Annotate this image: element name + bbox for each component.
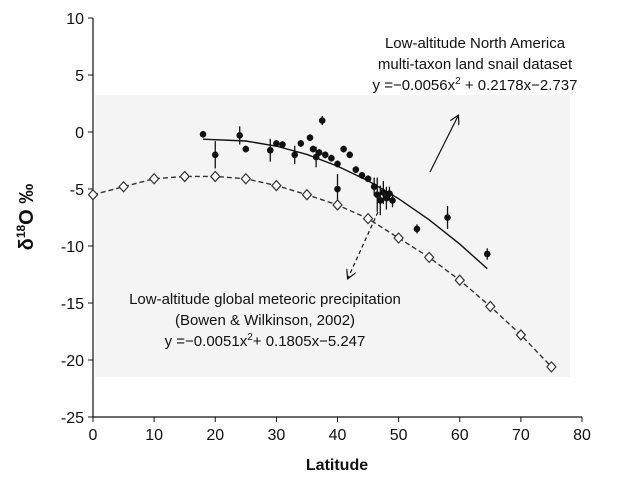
y-label-part: δ bbox=[16, 238, 38, 250]
data-point bbox=[444, 214, 451, 221]
data-point bbox=[291, 151, 299, 159]
annotation: multi-taxon land snail dataset bbox=[378, 56, 573, 73]
x-tick-label: 70 bbox=[512, 427, 530, 444]
data-point bbox=[515, 329, 527, 341]
annotation-sup: 2 bbox=[247, 332, 253, 343]
y-tick-label: -10 bbox=[61, 239, 84, 256]
y-label-part: O ‰ bbox=[16, 184, 38, 225]
data-point bbox=[199, 130, 207, 138]
annotation-sup: 2 bbox=[455, 76, 461, 87]
data-point bbox=[393, 232, 404, 244]
x-axis-label: Latitude bbox=[306, 457, 368, 474]
fit-line bbox=[202, 138, 488, 270]
data-point bbox=[179, 170, 190, 183]
x-tick-label: 10 bbox=[145, 427, 163, 444]
data-point bbox=[315, 149, 323, 156]
data-point bbox=[209, 170, 221, 183]
x-tick-label: 80 bbox=[573, 427, 591, 444]
annotation: y =−0.0056x2 + 0.2178x−2.737 bbox=[373, 76, 578, 94]
y-label-sup: 18 bbox=[14, 224, 28, 238]
data-point bbox=[376, 197, 384, 204]
y-tick-label: 0 bbox=[75, 125, 84, 142]
x-tick-label: 50 bbox=[390, 427, 408, 444]
x-tick-label: 30 bbox=[267, 427, 285, 444]
data-point bbox=[318, 117, 326, 124]
data-point bbox=[266, 146, 274, 154]
annotation-text: Low-altitude global meteoric precipitati… bbox=[129, 291, 401, 308]
data-point bbox=[423, 251, 435, 264]
y-tick-label: -5 bbox=[70, 182, 84, 199]
data-point bbox=[389, 197, 396, 204]
data-point bbox=[352, 166, 360, 173]
data-point bbox=[118, 180, 129, 193]
data-point bbox=[273, 140, 280, 147]
x-tick-label: 60 bbox=[451, 427, 469, 444]
data-point bbox=[373, 191, 381, 198]
data-point bbox=[301, 188, 313, 201]
data-point bbox=[279, 141, 286, 148]
y-tick-label: 10 bbox=[66, 11, 84, 28]
data-point bbox=[321, 151, 329, 159]
annotation: y =−0.0051x2+ 0.1805x−5.247 bbox=[165, 332, 366, 350]
fit-line bbox=[92, 175, 552, 368]
data-point bbox=[211, 151, 219, 159]
annotation: Low-altitude North America bbox=[385, 35, 566, 52]
annotation: Low-altitude global meteoric precipitati… bbox=[129, 291, 401, 308]
data-point bbox=[148, 172, 160, 185]
y-tick-label: 5 bbox=[75, 68, 84, 85]
data-point bbox=[271, 179, 282, 192]
data-point bbox=[334, 185, 341, 193]
data-point bbox=[87, 188, 99, 201]
data-point bbox=[332, 199, 343, 211]
arrow bbox=[348, 211, 379, 278]
data-point bbox=[454, 274, 466, 287]
annotation-text: + 0.1805x−5.247 bbox=[253, 333, 366, 350]
data-point bbox=[297, 140, 305, 147]
data-point bbox=[240, 172, 252, 185]
data-point bbox=[340, 145, 347, 153]
x-tick-label: 40 bbox=[329, 427, 347, 444]
x-tick-label: 0 bbox=[89, 427, 98, 444]
annotation-text: y =−0.0051x bbox=[165, 333, 248, 350]
annotation-text: Low-altitude North America bbox=[385, 35, 566, 52]
y-tick-label: -15 bbox=[61, 296, 84, 313]
annotation-text: multi-taxon land snail dataset bbox=[378, 56, 573, 73]
annotation: (Bowen & Wilkinson, 2002) bbox=[175, 312, 355, 329]
annotation-text: + 0.2178x−2.737 bbox=[461, 77, 578, 94]
y-axis-label: δ18O ‰ bbox=[14, 184, 38, 251]
plot-shade bbox=[95, 95, 570, 377]
annotation-text: y =−0.0056x bbox=[373, 77, 456, 94]
x-tick-label: 20 bbox=[206, 427, 224, 444]
arrow bbox=[429, 116, 458, 173]
annotation-text: (Bowen & Wilkinson, 2002) bbox=[175, 312, 355, 329]
data-point bbox=[346, 151, 354, 159]
data-point bbox=[309, 145, 317, 153]
data-point bbox=[546, 360, 557, 373]
data-point bbox=[306, 134, 314, 141]
y-tick-label: -25 bbox=[61, 410, 84, 427]
y-tick-label: -20 bbox=[61, 353, 84, 370]
data-point bbox=[485, 300, 496, 313]
data-point bbox=[413, 225, 421, 233]
data-point bbox=[236, 132, 243, 139]
data-point bbox=[483, 250, 491, 258]
data-point bbox=[362, 212, 374, 225]
data-point bbox=[328, 154, 335, 162]
data-point bbox=[242, 145, 250, 153]
